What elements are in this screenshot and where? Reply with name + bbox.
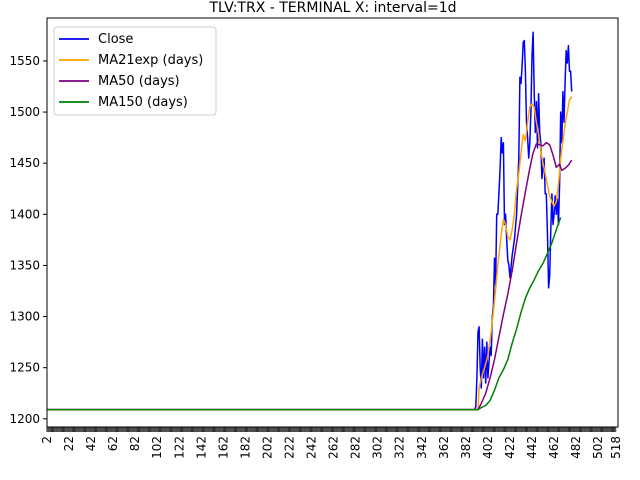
x-tick-label: 22 (62, 436, 76, 451)
x-tick-label: 462 (547, 436, 561, 459)
x-tick-label: 502 (591, 436, 605, 459)
y-axis: 1200 1250 1300 1350 1400 1450 1500 1550 (9, 54, 47, 426)
legend-label-ma150-days: MA150 (days) (98, 95, 188, 110)
x-tick-label: 102 (150, 436, 164, 459)
x-tick-label: 62 (106, 436, 120, 451)
legend-label-close: Close (98, 32, 133, 47)
x-axis: 2 22 42 62 82 102 122 142 162 182 202 222 242 262 282 3… (40, 427, 623, 459)
x-tick-label: 182 (238, 436, 252, 459)
x-tick-label: 518 (609, 436, 623, 459)
x-tick-label: 142 (194, 436, 208, 459)
legend-box (53, 26, 217, 116)
series-layer (47, 31, 573, 411)
x-tick-label: 362 (437, 436, 451, 459)
x-tick-label: 482 (569, 436, 583, 459)
series-line-close (47, 31, 573, 411)
x-tick-label: 322 (393, 436, 407, 459)
x-tick-label: 162 (216, 436, 230, 459)
series-line-ma150-days (47, 217, 562, 411)
x-tick-label: 302 (371, 436, 385, 459)
chart-title: TLV:TRX - TERMINAL X: interval=1d (208, 0, 456, 16)
x-tick-label: 2 (40, 436, 54, 444)
x-tick-label: 382 (459, 436, 473, 459)
x-tick-label: 42 (84, 436, 98, 451)
y-tick-label: 1300 (9, 310, 40, 324)
legend: Close MA21exp (days) MA50 (days) MA150 (day… (53, 26, 217, 116)
x-tick-label: 242 (305, 436, 319, 459)
series-line-ma21exp-days (47, 96, 573, 411)
y-tick-label: 1200 (9, 412, 40, 426)
y-tick-label: 1550 (9, 54, 40, 68)
x-tick-label: 342 (415, 436, 429, 459)
x-tick-label: 82 (128, 436, 142, 451)
x-tick-label: 402 (481, 436, 495, 459)
x-tick-label: 202 (260, 436, 274, 459)
y-tick-label: 1450 (9, 156, 40, 170)
x-tick-label: 262 (327, 436, 341, 459)
series-line-ma50-days (47, 141, 573, 411)
x-tick-label: 122 (172, 436, 186, 459)
legend-label-ma21exp-days: MA21exp (days) (98, 53, 203, 68)
x-tick-label: 442 (525, 436, 539, 459)
x-tick-label: 282 (349, 436, 363, 459)
y-tick-label: 1250 (9, 361, 40, 375)
y-tick-label: 1500 (9, 105, 40, 119)
y-tick-label: 1350 (9, 258, 40, 272)
x-tick-label: 222 (283, 436, 297, 459)
x-tick-label: 422 (503, 436, 517, 459)
legend-label-ma50-days: MA50 (days) (98, 74, 180, 89)
y-tick-label: 1400 (9, 207, 40, 221)
